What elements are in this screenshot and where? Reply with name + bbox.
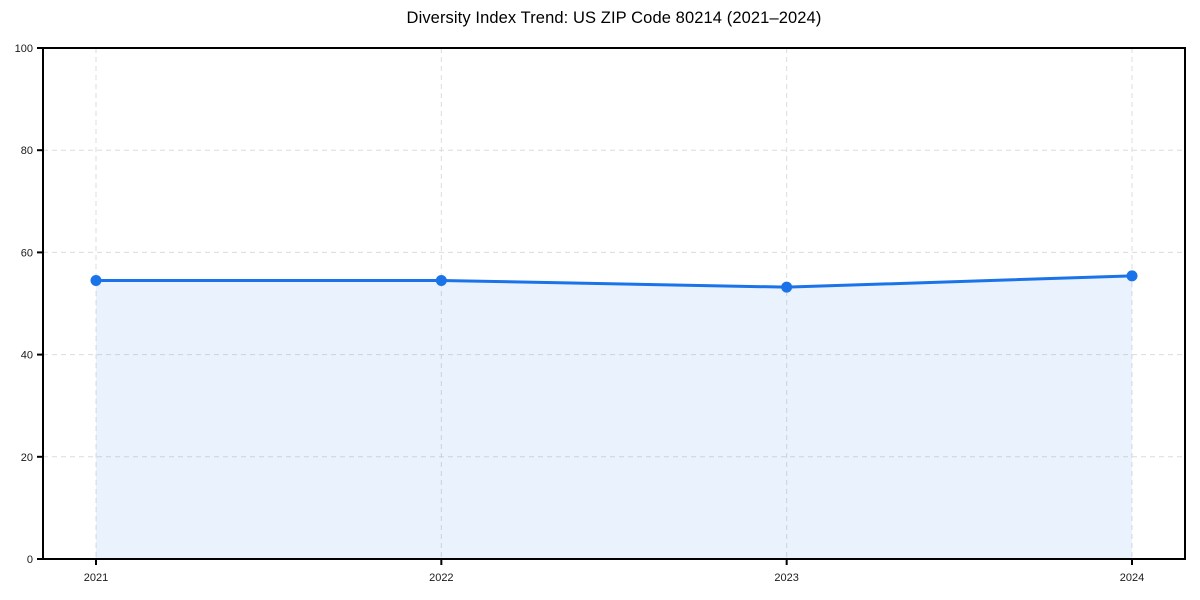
data-point-marker [781, 281, 793, 293]
data-point-marker [435, 275, 447, 287]
trend-line [94, 274, 1134, 289]
data-point-marker [1126, 270, 1138, 282]
y-tick-label: 80 [21, 145, 33, 157]
x-tick-label: 2022 [429, 572, 453, 584]
plot-border [42, 47, 1186, 560]
y-tick-label: 0 [27, 554, 33, 566]
x-tick-label: 2023 [774, 572, 798, 584]
chart-title: Diversity Index Trend: US ZIP Code 80214… [406, 9, 822, 27]
data-point-marker [90, 275, 102, 287]
area-fill [96, 275, 1132, 559]
y-tick-label: 100 [15, 43, 33, 55]
x-tick-label: 2021 [84, 572, 108, 584]
y-tick-label: 60 [21, 247, 33, 259]
y-tick-label: 40 [21, 350, 33, 362]
x-tick-label: 2024 [1120, 572, 1144, 584]
y-tick-label: 20 [21, 452, 33, 464]
